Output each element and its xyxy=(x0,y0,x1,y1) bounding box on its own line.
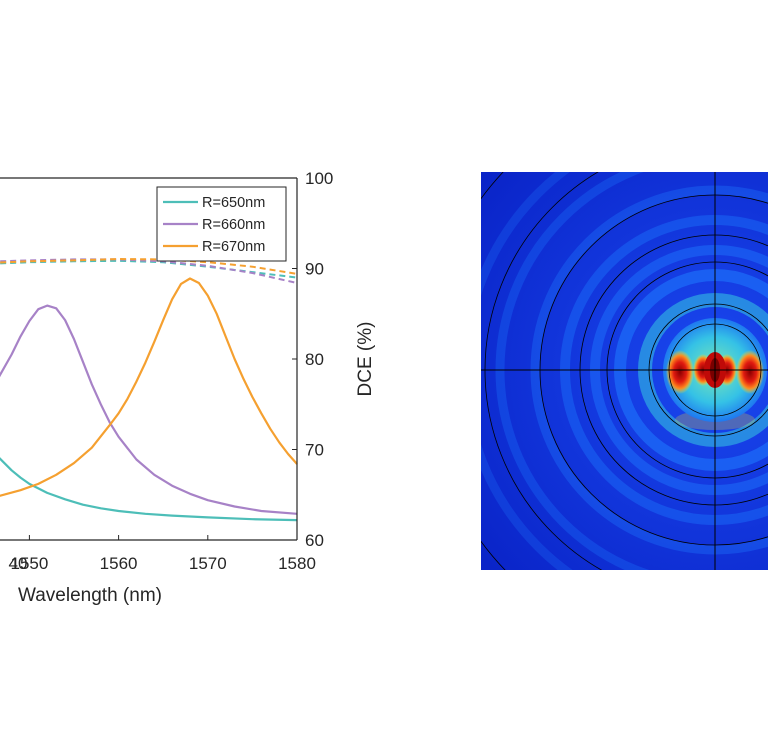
y-tick-label: 100 xyxy=(305,169,333,188)
legend: R=650nm R=660nm R=670nm xyxy=(156,186,287,262)
dce-series-group xyxy=(0,258,298,284)
x-tick-label: 1570 xyxy=(189,554,227,573)
x-tick-label: 1560 xyxy=(100,554,138,573)
hot-lobe-left xyxy=(666,350,694,394)
y-tick-label: 90 xyxy=(305,260,324,279)
efficiency-series-group xyxy=(0,277,298,522)
hot-lobe-right xyxy=(736,350,764,394)
legend-label: R=670nm xyxy=(202,239,265,255)
series-line-2 xyxy=(0,304,298,515)
field-heatmap xyxy=(481,172,768,570)
y-tick-label: 60 xyxy=(305,531,324,550)
y-tick-label: 80 xyxy=(305,350,324,369)
legend-label: R=650nm xyxy=(202,195,265,211)
x-tick-label: 1550 xyxy=(10,554,48,573)
right-y-axis-title: DCE (%) xyxy=(355,322,376,397)
legend-box xyxy=(156,186,287,262)
x-tick-label: 1580 xyxy=(278,554,316,573)
legend-items: R=650nm R=660nm R=670nm xyxy=(163,195,265,255)
legend-label: R=660nm xyxy=(202,217,265,233)
right-y-ticks: 60 70 80 90 100 xyxy=(292,169,333,550)
x-tick-label: 40 xyxy=(9,554,28,573)
series-line-3 xyxy=(0,277,298,497)
series-line-4 xyxy=(0,259,298,279)
series-line-1 xyxy=(0,457,298,522)
x-axis-title: Wavelength (nm) xyxy=(18,585,162,606)
y-tick-label: 70 xyxy=(305,441,324,460)
